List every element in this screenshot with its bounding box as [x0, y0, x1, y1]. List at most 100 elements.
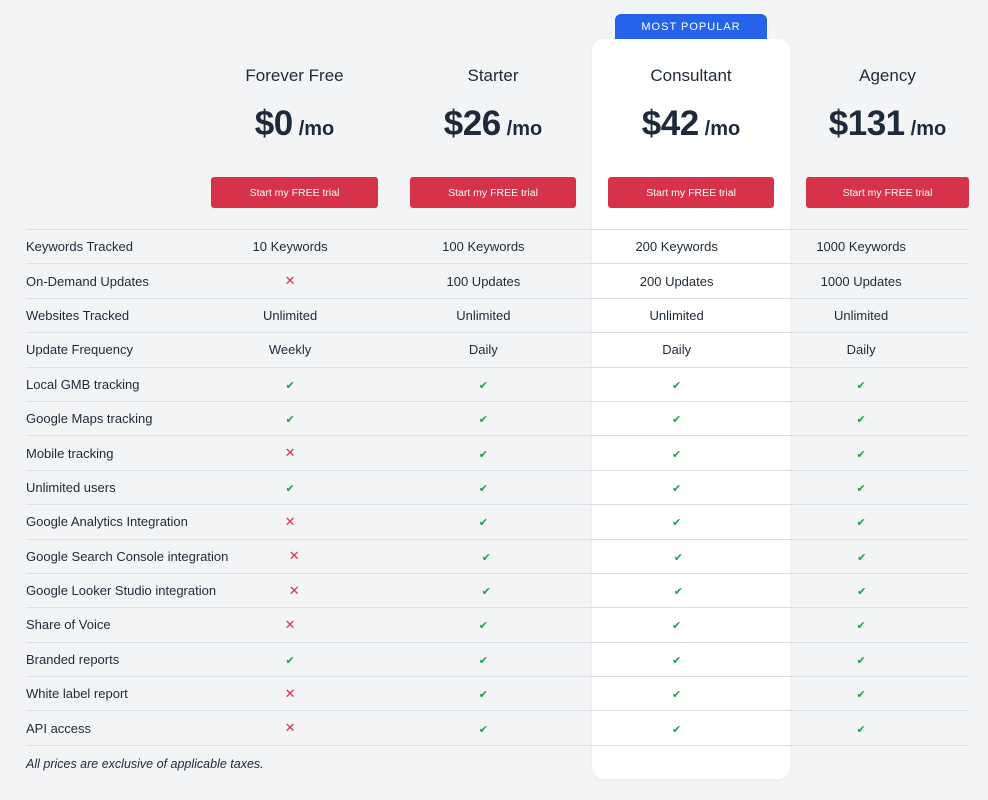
feature-label: White label report: [26, 686, 128, 702]
check-icon: ✔: [673, 551, 683, 564]
check-icon: ✔: [672, 482, 682, 495]
check-icon: ✔: [478, 414, 488, 427]
feature-row: Google Analytics Integration ✕ ✔ ✔ ✔: [26, 505, 969, 540]
feature-value: 200 Updates: [639, 273, 714, 289]
price-period: /mo: [704, 118, 741, 140]
feature-value: Weekly: [268, 342, 312, 358]
feature-row: Websites Tracked Unlimited Unlimited Unlimi…: [26, 299, 969, 334]
feature-row: Keywords Tracked 10 Keywords 100 Keywords 2…: [26, 230, 969, 265]
feature-value: 1000 Keywords: [816, 239, 906, 255]
price-amount: $42: [641, 104, 699, 143]
feature-row: Mobile tracking ✕ ✔ ✔ ✔: [26, 436, 969, 471]
feature-label: Google Analytics Integration: [26, 514, 188, 530]
feature-label: On-Demand Updates: [26, 273, 149, 289]
start-trial-button-consultant[interactable]: Start my FREE trial: [608, 177, 774, 208]
check-icon: ✔: [478, 620, 488, 633]
price-amount: $26: [443, 104, 501, 143]
feature-value: Unlimited: [834, 307, 889, 323]
feature-row: Google Looker Studio integration ✕ ✔ ✔ ✔: [26, 574, 969, 609]
check-icon: ✔: [672, 448, 682, 461]
plan-price: $42/mo: [608, 104, 774, 144]
check-icon: ✔: [856, 517, 866, 530]
feature-label: Mobile tracking: [26, 445, 114, 461]
check-icon: ✔: [285, 379, 295, 392]
feature-row: Share of Voice ✕ ✔ ✔ ✔: [26, 608, 969, 643]
feature-value: Daily: [846, 342, 876, 358]
feature-label: Unlimited users: [26, 479, 116, 495]
feature-label: Share of Voice: [26, 617, 111, 633]
feature-label: Branded reports: [26, 651, 120, 667]
feature-value: 1000 Updates: [820, 273, 902, 289]
cross-icon: ✕: [288, 548, 300, 564]
feature-label: Google Looker Studio integration: [26, 583, 217, 599]
plan-name: Starter: [467, 66, 519, 85]
feature-row: Google Search Console integration ✕ ✔ ✔ ✔: [26, 540, 969, 574]
check-icon: ✔: [478, 654, 488, 667]
start-trial-button-starter[interactable]: Start my FREE trial: [410, 177, 576, 208]
check-icon: ✔: [672, 379, 682, 392]
feature-value: Daily: [468, 342, 498, 358]
plan-header-agency: Agency $131/mo: [806, 0, 969, 230]
most-popular-badge: MOST POPULAR: [615, 14, 767, 39]
featured-plan-card: [592, 39, 790, 779]
cross-icon: ✕: [284, 513, 296, 529]
check-icon: ✔: [856, 414, 866, 427]
check-icon: ✔: [285, 414, 295, 427]
feature-row: API access ✕ ✔ ✔ ✔: [26, 711, 969, 746]
check-icon: ✔: [672, 620, 682, 633]
check-icon: ✔: [856, 482, 866, 495]
feature-value: 10 Keywords: [252, 239, 328, 255]
feature-row: Branded reports ✔ ✔ ✔ ✔: [26, 643, 969, 678]
cross-icon: ✕: [284, 445, 296, 461]
check-icon: ✔: [672, 689, 682, 702]
price-period: /mo: [910, 118, 947, 140]
check-icon: ✔: [478, 448, 488, 461]
price-period: /mo: [298, 118, 335, 140]
check-icon: ✔: [285, 482, 295, 495]
check-icon: ✔: [856, 448, 866, 461]
feature-value: Unlimited: [649, 307, 704, 323]
plan-price: $131/mo: [806, 104, 969, 144]
feature-label: API access: [26, 720, 92, 736]
check-icon: ✔: [857, 551, 867, 564]
check-icon: ✔: [478, 482, 488, 495]
check-icon: ✔: [856, 654, 866, 667]
check-icon: ✔: [857, 586, 867, 599]
plan-name: Consultant: [650, 66, 732, 85]
start-trial-button-agency[interactable]: Start my FREE trial: [806, 177, 969, 208]
price-period: /mo: [506, 118, 543, 140]
start-trial-button-forever-free[interactable]: Start my FREE trial: [211, 177, 378, 208]
plan-header-forever-free: Forever Free $0/mo: [211, 0, 378, 230]
cross-icon: ✕: [288, 582, 300, 598]
check-icon: ✔: [856, 620, 866, 633]
cross-icon: ✕: [284, 685, 296, 701]
price-amount: $0: [254, 104, 293, 143]
check-icon: ✔: [478, 379, 488, 392]
feature-value: Unlimited: [263, 307, 318, 323]
feature-row: On-Demand Updates ✕ 100 Updates 200 Updates…: [26, 264, 969, 299]
cross-icon: ✕: [284, 616, 296, 632]
check-icon: ✔: [478, 689, 488, 702]
cross-icon: ✕: [284, 273, 296, 289]
check-icon: ✔: [285, 654, 295, 667]
feature-row: Google Maps tracking ✔ ✔ ✔ ✔: [26, 402, 969, 437]
check-icon: ✔: [481, 551, 491, 564]
feature-row: Local GMB tracking ✔ ✔ ✔ ✔: [26, 368, 969, 402]
feature-value: 100 Updates: [446, 273, 521, 289]
feature-label: Google Maps tracking: [26, 411, 153, 427]
plan-header-starter: Starter $26/mo: [410, 0, 576, 230]
feature-value: Unlimited: [456, 307, 511, 323]
tax-note: All prices are exclusive of applicable t…: [26, 757, 264, 771]
check-icon: ✔: [672, 517, 682, 530]
check-icon: ✔: [481, 586, 491, 599]
feature-row: White label report ✕ ✔ ✔ ✔: [26, 677, 969, 712]
feature-value: 200 Keywords: [635, 239, 718, 255]
check-icon: ✔: [673, 586, 683, 599]
check-icon: ✔: [478, 517, 488, 530]
cross-icon: ✕: [284, 720, 296, 736]
feature-label: Websites Tracked: [26, 307, 130, 323]
check-icon: ✔: [672, 723, 682, 736]
plan-header-consultant: Consultant $42/mo: [608, 0, 774, 230]
feature-label: Keywords Tracked: [26, 239, 133, 255]
